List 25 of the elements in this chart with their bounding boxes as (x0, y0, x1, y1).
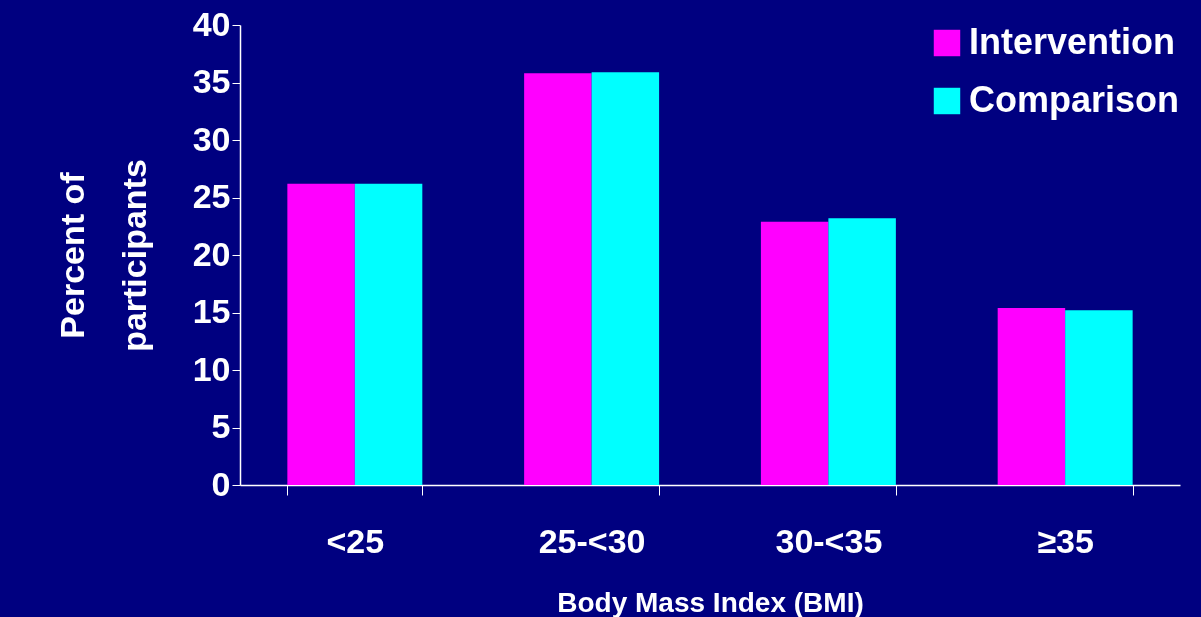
bar (760, 221, 829, 485)
y-tick-label: 0 (211, 464, 231, 503)
y-tick-label: 30 (192, 119, 231, 158)
y-tick-label: 35 (192, 62, 231, 100)
x-tick-label: ≥35 (1037, 521, 1094, 560)
bar (828, 218, 896, 485)
y-tick-label: 10 (192, 349, 231, 388)
y-tick-label: 5 (211, 407, 231, 445)
bar (997, 307, 1066, 485)
x-axis-title: Body Mass Index (BMI) (557, 586, 864, 617)
bar (354, 183, 423, 485)
bar (1065, 310, 1133, 485)
x-tick-label: <25 (326, 521, 385, 560)
y-tick-label: 25 (192, 177, 231, 215)
bar (524, 73, 592, 485)
y-tick-label: 20 (192, 234, 231, 273)
x-tick-label: 30-<35 (775, 521, 883, 560)
y-axis-title: Percent of participants (52, 159, 153, 352)
y-tick-label: 40 (192, 4, 231, 43)
bar (591, 72, 660, 485)
legend-label: Intervention (969, 21, 1176, 62)
x-tick-label: 25-<30 (538, 521, 646, 560)
y-tick-label: 15 (192, 292, 231, 330)
bar (287, 183, 355, 485)
legend-label: Comparison (969, 79, 1180, 120)
